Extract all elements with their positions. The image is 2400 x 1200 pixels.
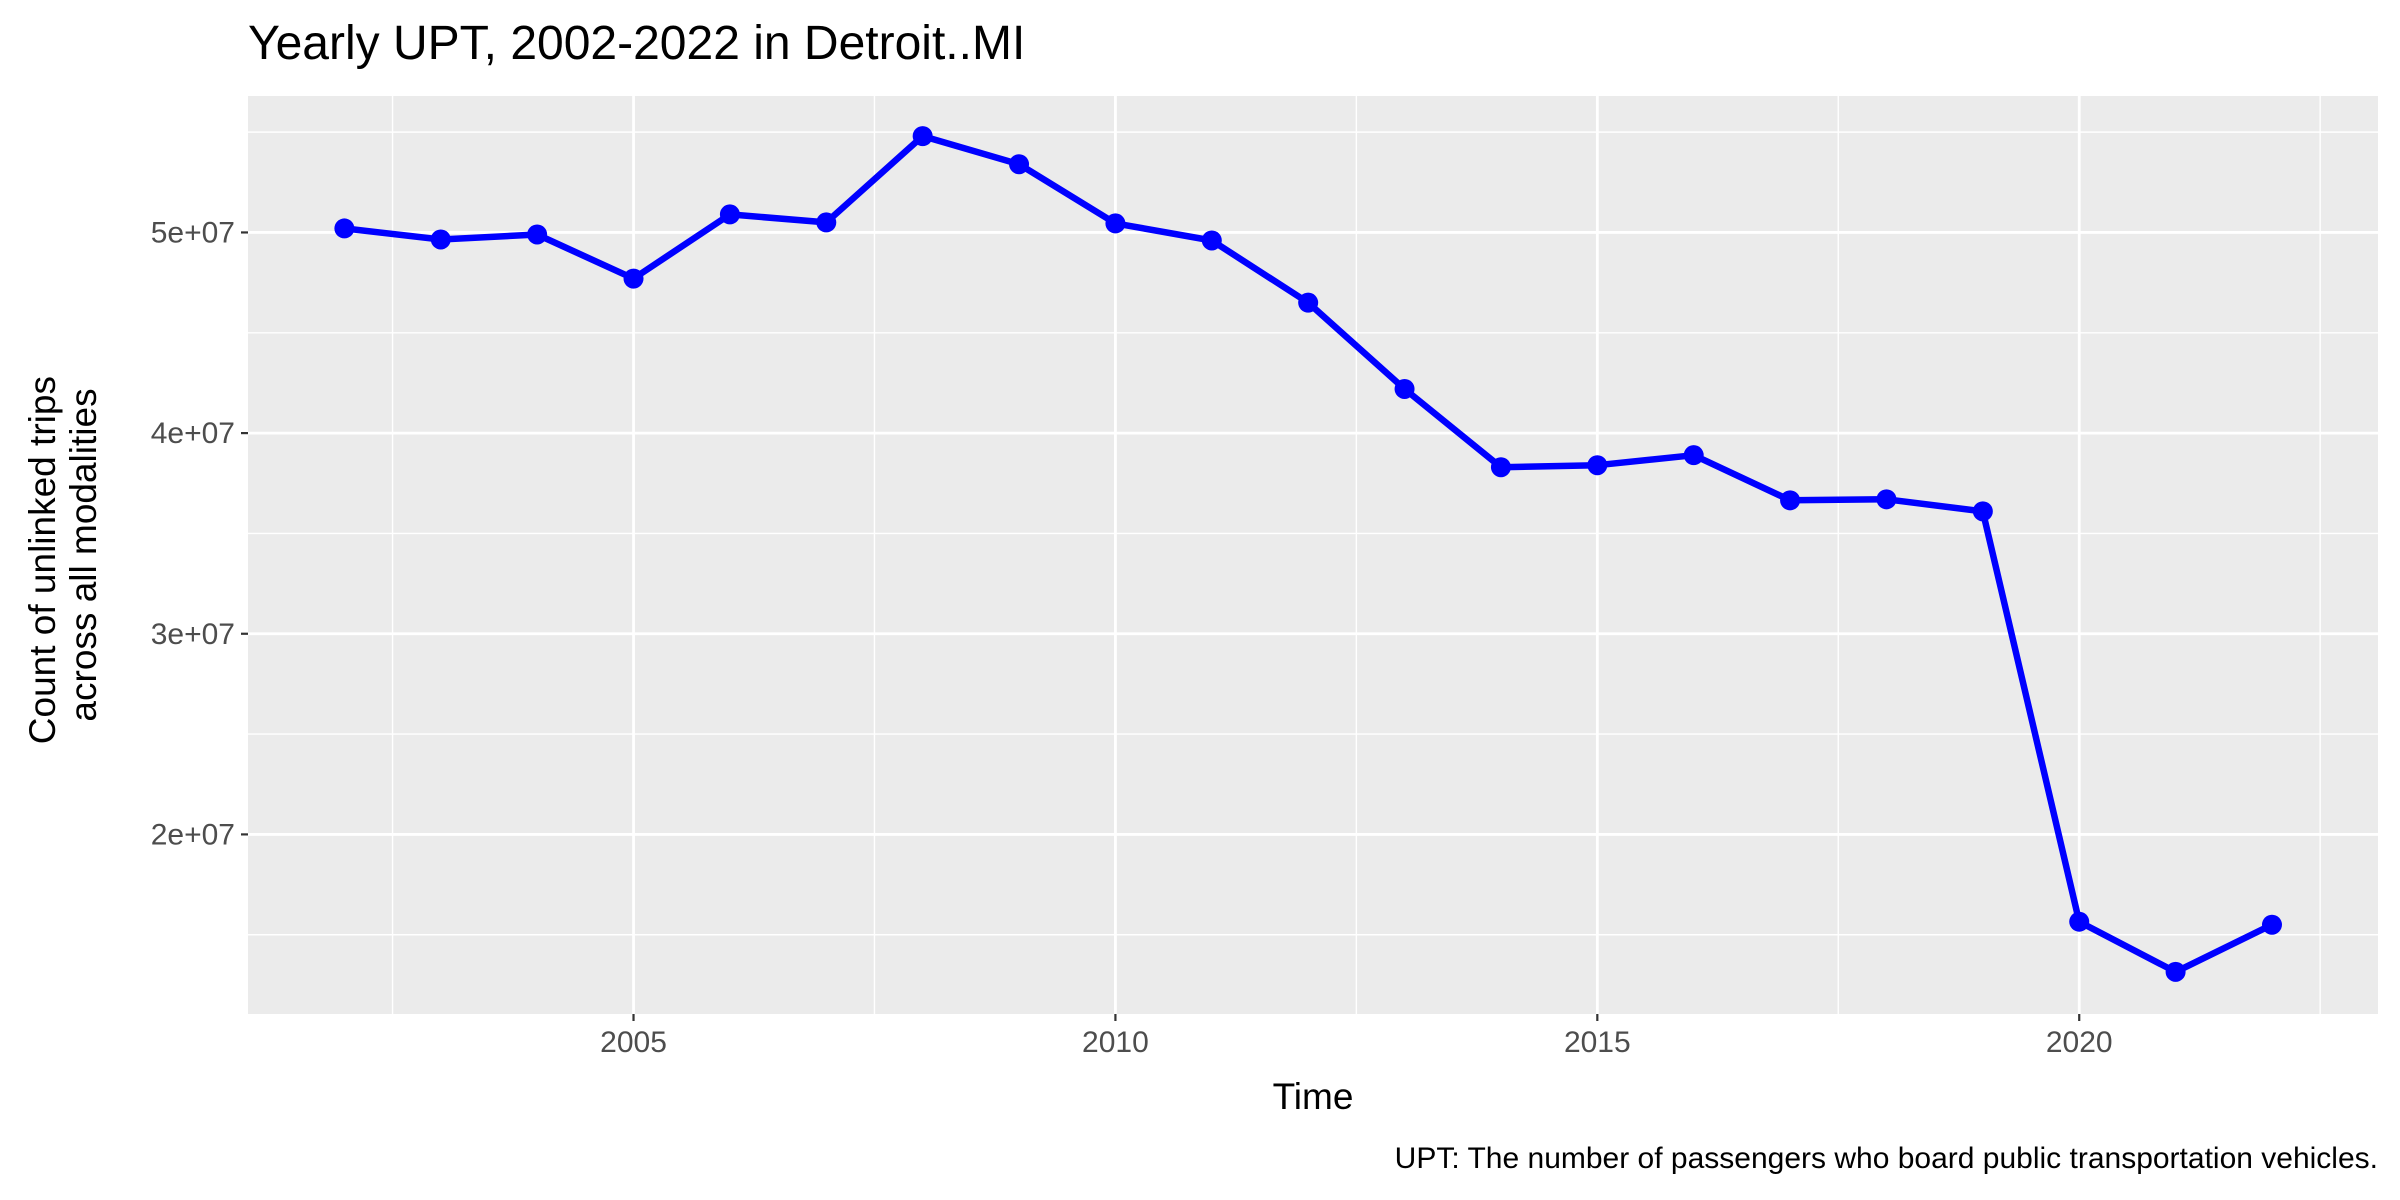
x-axis: 2005 2010 2015 2020 (600, 1014, 2113, 1059)
data-point (1876, 489, 1897, 510)
data-point (1394, 378, 1415, 399)
data-point (1780, 490, 1801, 511)
x-tick-label: 2020 (2046, 1026, 2113, 1059)
data-point (527, 224, 548, 245)
plot-panel (248, 96, 2378, 1014)
y-tick-label: 5e+07 (151, 216, 235, 249)
x-tick-label: 2015 (1564, 1026, 1631, 1059)
data-point (912, 126, 933, 147)
data-point (1683, 445, 1704, 466)
y-axis: 2e+07 3e+07 4e+07 5e+07 (151, 216, 248, 851)
chart-title: Yearly UPT, 2002-2022 in Detroit..MI (248, 17, 1025, 70)
y-tick-label: 4e+07 (151, 417, 235, 450)
x-axis-title: Time (1273, 1076, 1354, 1117)
data-point (719, 204, 740, 225)
chart-caption: UPT: The number of passengers who board … (1395, 1142, 2378, 1175)
y-axis-title-line-1: Count of unlinked trips (22, 376, 63, 744)
data-point (1587, 455, 1608, 476)
minor-gridlines (248, 96, 2378, 1014)
data-point (1972, 501, 1993, 522)
data-point (1490, 457, 1511, 478)
data-point (430, 229, 451, 250)
y-tick-label: 3e+07 (151, 618, 235, 651)
data-point (1298, 292, 1319, 313)
data-point (1009, 154, 1030, 175)
data-point (2069, 911, 2090, 932)
data-point (816, 212, 837, 233)
x-tick-label: 2010 (1082, 1026, 1149, 1059)
data-point (623, 268, 644, 289)
y-tick-label: 2e+07 (151, 818, 235, 851)
data-point (2261, 914, 2282, 935)
x-tick-label: 2005 (600, 1026, 667, 1059)
data-point (1201, 230, 1222, 251)
y-axis-title-line-2: across all modalities (63, 388, 104, 721)
series-layer (334, 126, 2282, 982)
data-point (334, 218, 355, 239)
major-gridlines (248, 96, 2378, 1014)
data-point (2165, 961, 2186, 982)
data-point (1105, 213, 1126, 234)
y-axis-title: Count of unlinked trips across all modal… (22, 366, 104, 744)
